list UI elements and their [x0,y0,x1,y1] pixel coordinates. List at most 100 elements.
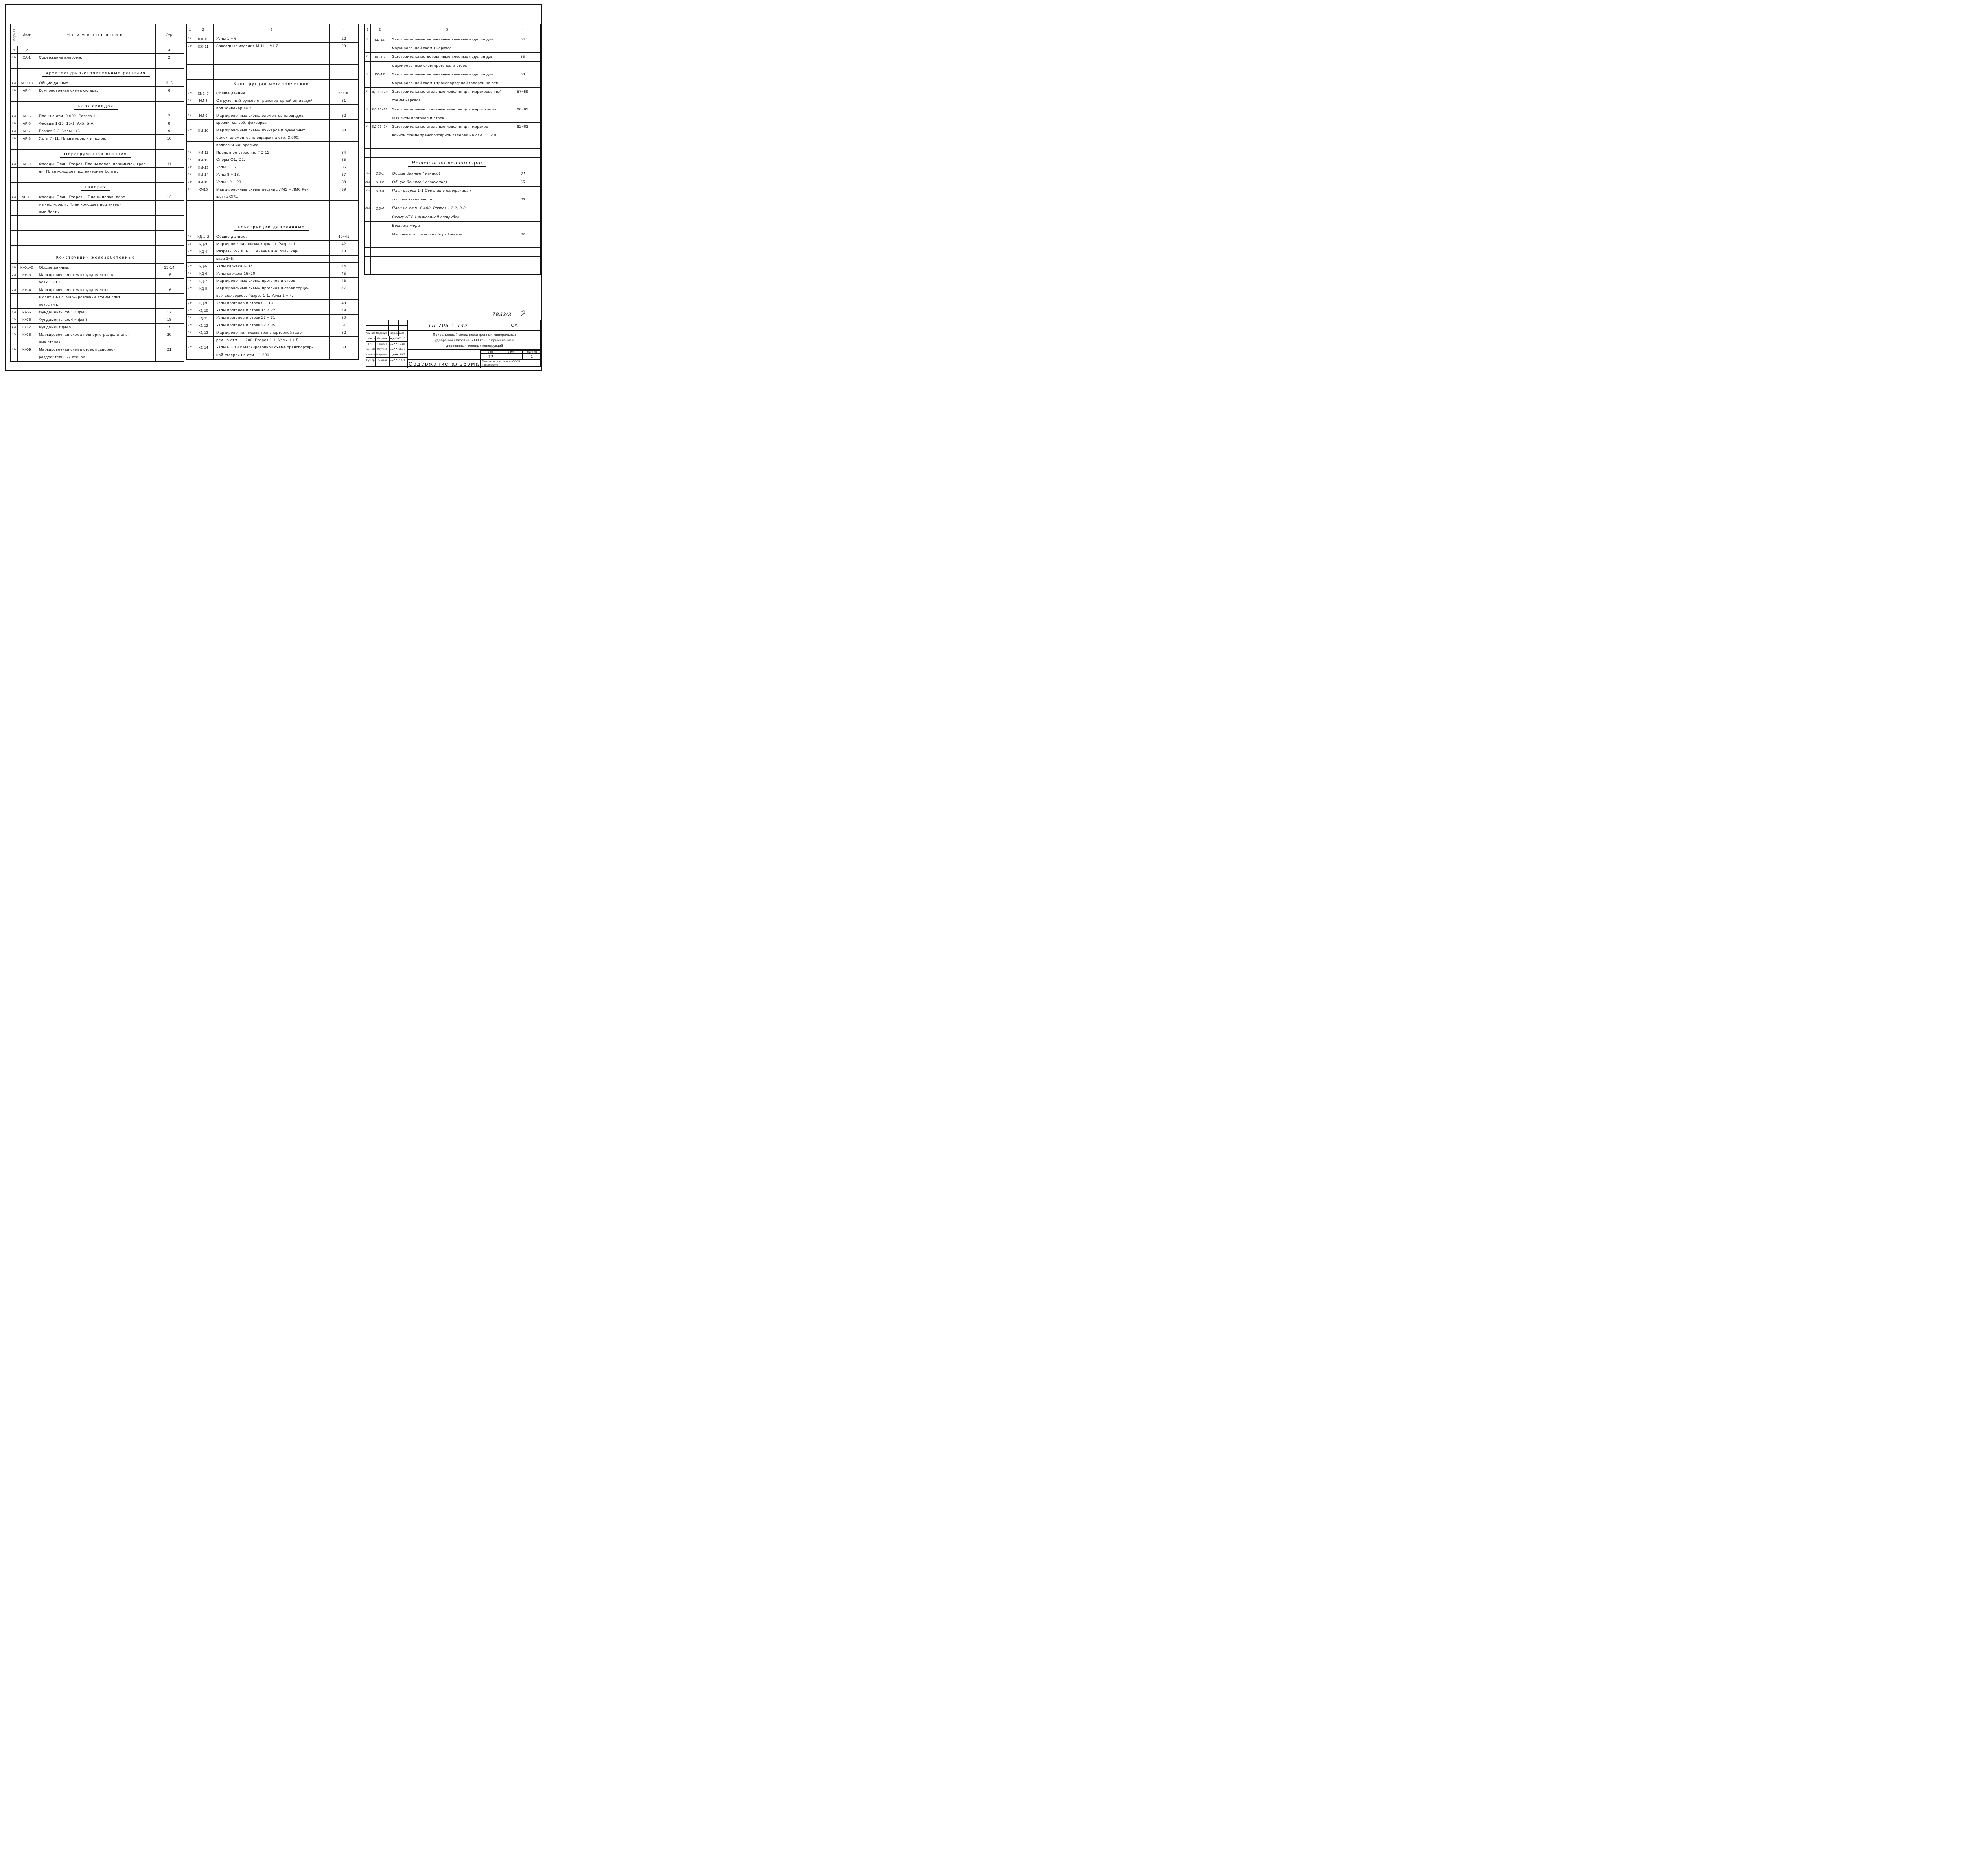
section-row: Конструкции железобетонные [11,253,184,264]
cell-page [330,120,358,127]
rev-h-dokum: № докум. [375,331,389,336]
cell-page: 8 [168,121,171,126]
cell-page: 40÷41 [338,234,350,239]
revision-cell [399,326,404,330]
table-row: 22г ОВ-2 Общие данные ( окончание) 65 [365,178,540,187]
cell-format [187,193,193,200]
cell-page [505,131,540,140]
cell-sheet [371,221,389,230]
cell-format: 22г [365,169,371,178]
table-row: 22г КМ16 Маркировочные схемы лестниц ЛМ1 –… [187,186,358,193]
cell-name: Заготовительные деревянные клееные издел… [389,35,506,44]
cell-sheet: АР-10 [18,193,36,200]
cell-format [365,230,371,239]
cell-page [156,301,183,308]
revision-cell [389,326,399,330]
cell-format: 22г [187,314,193,322]
cell-format [187,200,193,208]
revision-cell [366,320,370,325]
cell-format [187,351,193,359]
cell-name [389,239,506,248]
cell-format: 22г [187,35,193,42]
signature [390,359,399,362]
cell-sheet: КЖ-5 [18,309,36,316]
cell-name: Конструкции железобетонные [36,253,156,263]
cell-sheet [18,168,36,175]
cell-sheet: КЖ-3 [18,271,36,278]
column-number: 4 [168,48,171,52]
cell-format [11,231,18,238]
table-row [365,140,540,149]
cell-page [156,150,183,160]
cell-sheet: КМ-11 [193,149,214,156]
cell-name [214,57,330,65]
revision-row [366,320,407,326]
cell-name [36,142,156,149]
table-row: 22г КД-17 Заготовительные деревянные клеен… [365,70,540,79]
cell-format: 22г [187,127,193,134]
table-row [11,216,184,223]
table-row: 22г КД-9 Узлы прогонов и стоек 5 ÷ 13. 48 [187,300,358,307]
cell-format: 22г [11,324,18,331]
cell-name [214,215,330,223]
table-row: 22г КЖ-10 Узлы 1 ÷ 6. 22 [187,35,358,43]
cell-page [156,142,183,149]
section-title: Конструкции железобетонные [52,256,139,261]
cell-name: Маркировочные схемы элементов площадок, [214,112,330,119]
cell-sheet [18,208,36,215]
cell-page [156,253,183,263]
cell-page [505,44,540,52]
cell-name: Фасады. План. Разрезы. Планы полов, пере… [36,193,156,200]
cell-format: 22г [11,112,18,120]
revision-row: Гл. констр.Морозова 9.10.79 [366,352,407,358]
cell-format: 22г [187,285,193,292]
table-row: вочной схемы транспортерной галереи на о… [365,131,540,140]
revision-row: Рук. гр.Аникин 17.9.79г [366,358,407,363]
cell-sheet [18,216,36,223]
cell-sheet [371,79,389,88]
cell-format: 22г [365,88,371,96]
table-row: 22г КД-14 Узлы 6 ÷ 13 к маркировочной схем… [187,344,358,351]
header-name: Наименование [36,24,156,46]
table-row: 22г АР-4 Компоновочная схема склада. 6 [11,87,184,94]
cell-sheet: КЖ-9 [18,346,36,353]
table-row: осях 1 - 13. [11,279,184,286]
revision-cell [366,326,370,330]
cell-name: Узлы 8 ÷ 18. [214,171,330,178]
cell-format [365,157,371,169]
cell-sheet [18,231,36,238]
rev-h-data: Дата [399,332,404,335]
cell-page: 3÷5 [166,81,173,85]
cell-format: 22г [11,54,18,61]
cell-name: Узлы прогонов и стоек 23 ÷ 31. [214,314,330,322]
cell-format [365,114,371,122]
cell-page [330,65,358,72]
cell-page: 35 [341,158,346,162]
cell-name: мычек, кровли. План колодцев под анкер- [36,201,156,208]
cell-format [187,215,193,223]
contents-table-left: Формат Лист Наименование Стр. 1 2 3 4 22г СА-1 Сод… [10,24,184,362]
cell-name: Заготовительные деревянные клееные издел… [389,53,506,61]
cell-format [365,79,371,88]
cell-sheet [18,338,36,346]
cell-name: Узлы каркаса 15÷20. [214,270,330,277]
cell-format: 22г [11,309,18,316]
cell-page: 54 [520,37,525,42]
cell-sheet [193,119,214,127]
cell-name: Схему АТУ-1 выхлопной патрубок [389,213,506,221]
cell-sheet [371,213,389,221]
cell-sheet [18,94,36,101]
cell-format [187,142,193,149]
table-row: 22г АР-1÷3 Общие данные 3÷5 [11,79,184,87]
cell-format [11,238,18,245]
table-row: под конвейер № 2. [187,105,358,112]
cell-sheet [193,134,214,142]
cell-name: Разрез 2-2. Узлы 1÷6. [36,127,156,134]
cell-format: 22г [11,316,18,323]
cell-format [11,150,18,160]
table-row [11,175,184,183]
table-row: схемы каркаса. [365,96,540,105]
cell-page [156,102,183,112]
revision-row [366,326,407,331]
